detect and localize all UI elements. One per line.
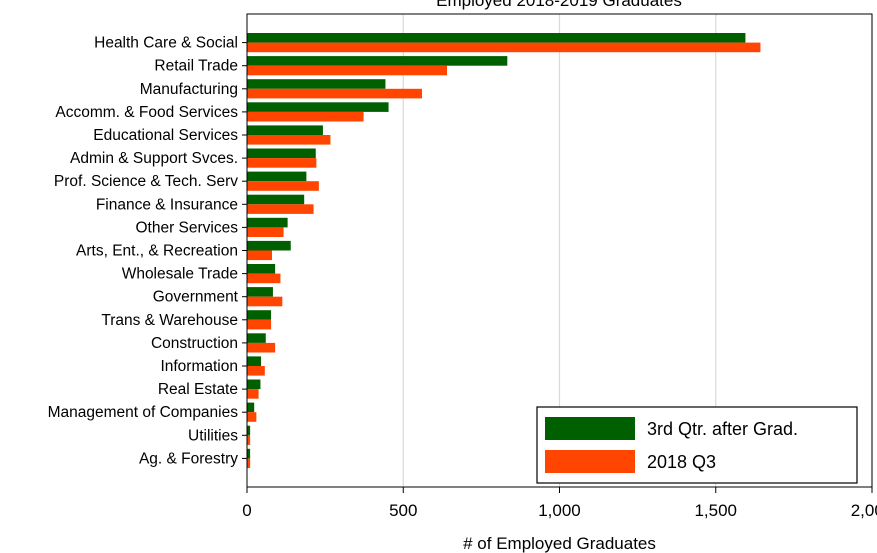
bar-series-1 <box>247 287 273 297</box>
category-label: Government <box>153 289 239 306</box>
bar-series-2 <box>247 273 281 284</box>
category-label: Educational Services <box>93 127 238 144</box>
bar-series-2 <box>247 435 251 445</box>
x-tick-label: 2,000 <box>851 501 877 520</box>
category-label: Utilities <box>188 427 238 444</box>
x-tick-label: 500 <box>389 501 417 520</box>
bar-series-1 <box>247 102 389 112</box>
category-labels: Health Care & Social Retail Trade Manufact… <box>48 35 247 467</box>
category-label: Health Care & Social <box>94 35 238 52</box>
category-label: Arts, Ent., & Recreation <box>76 243 238 260</box>
bar-series-2 <box>247 111 364 122</box>
bar-series-1 <box>247 240 291 251</box>
bar-series-2 <box>247 204 314 214</box>
category-label: Trans & Warehouse <box>101 312 238 329</box>
x-axis-ticks: 0 500 1,000 1,500 2,000 <box>242 487 877 520</box>
category-label: Retail Trade <box>154 58 238 75</box>
bar-series-2 <box>247 366 265 376</box>
legend-label: 2018 Q3 <box>647 452 716 472</box>
bar-series-2 <box>247 65 447 76</box>
category-label: Other Services <box>135 219 238 236</box>
bar-series-1 <box>247 171 307 182</box>
bar-series-1 <box>247 310 272 320</box>
bar-series-1 <box>247 402 255 413</box>
bar-series-1 <box>247 333 266 343</box>
bar-series-2 <box>247 158 317 168</box>
bar-series-1 <box>247 79 386 89</box>
bar-series-2 <box>247 319 272 330</box>
bar-series-1 <box>247 379 261 390</box>
bar-series-1 <box>247 217 288 228</box>
category-label: Manufacturing <box>140 81 238 98</box>
bar-series-1 <box>247 448 251 459</box>
category-label: Information <box>160 358 238 375</box>
bar-series-2 <box>247 342 276 353</box>
bar-series-1 <box>247 148 316 159</box>
bar-series-2 <box>247 181 319 191</box>
bar-series-1 <box>247 33 746 43</box>
bar-series-2 <box>247 88 422 99</box>
bar-series-2 <box>247 135 331 145</box>
category-label: Management of Companies <box>48 404 239 421</box>
bar-series-1 <box>247 425 251 436</box>
bar-series-2 <box>247 296 283 307</box>
chart-title: Employed 2018-2019 Graduates <box>436 0 682 10</box>
bar-series-2 <box>247 250 272 261</box>
bar-series-1 <box>247 356 262 366</box>
bar-series-1 <box>247 264 276 274</box>
bar-series-2 <box>247 458 251 468</box>
category-label: Prof. Science & Tech. Serv <box>54 173 238 190</box>
legend-swatch <box>545 450 635 473</box>
bar-series-1 <box>247 194 305 205</box>
x-axis-title: # of Employed Graduates <box>463 534 656 553</box>
x-tick-label: 0 <box>242 501 251 520</box>
legend: 3rd Qtr. after Grad. 2018 Q3 <box>536 406 858 484</box>
bar-series-2 <box>247 412 257 422</box>
category-label: Admin & Support Svces. <box>70 150 238 167</box>
x-tick-label: 1,000 <box>538 501 581 520</box>
bars <box>247 33 761 468</box>
category-label: Ag. & Forestry <box>139 450 238 467</box>
category-label: Construction <box>151 335 238 352</box>
bar-series-2 <box>247 227 284 237</box>
category-label: Wholesale Trade <box>122 266 238 283</box>
legend-label: 3rd Qtr. after Grad. <box>647 419 798 439</box>
bar-series-2 <box>247 42 761 53</box>
legend-swatch <box>545 417 635 440</box>
bar-series-1 <box>247 125 323 135</box>
category-label: Real Estate <box>158 381 238 398</box>
x-tick-label: 1,500 <box>694 501 737 520</box>
bar-series-2 <box>247 389 259 399</box>
category-label: Accomm. & Food Services <box>55 104 238 121</box>
bar-series-1 <box>247 56 508 66</box>
category-label: Finance & Insurance <box>96 196 238 213</box>
